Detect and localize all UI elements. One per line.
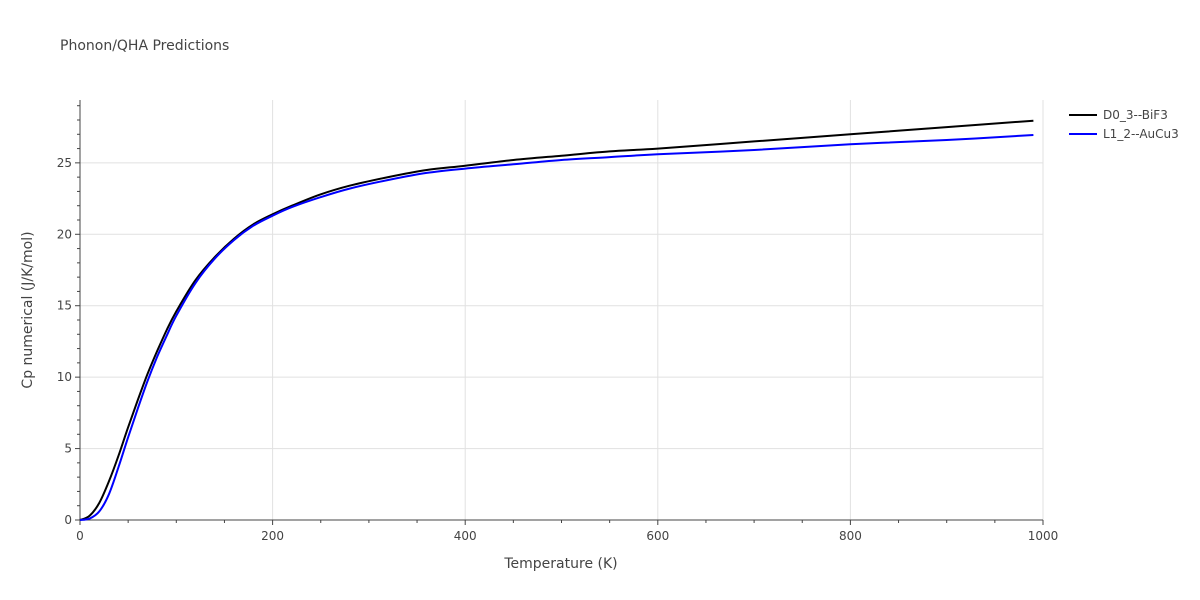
y-tick-label: 25 bbox=[57, 156, 72, 170]
x-tick-label: 200 bbox=[261, 529, 284, 543]
legend-label-1: D0_3--BiF3 bbox=[1103, 108, 1168, 122]
chart-title: Phonon/QHA Predictions bbox=[60, 38, 229, 54]
plot-area bbox=[79, 119, 1034, 521]
y-tick-label: 20 bbox=[57, 227, 72, 241]
y-tick-label: 15 bbox=[57, 299, 72, 313]
y-tick-label: 0 bbox=[64, 513, 72, 527]
x-tick-label: 600 bbox=[646, 529, 669, 543]
series-line-2 bbox=[79, 134, 1034, 521]
tick-labels: 0 200 400 600 800 1000 0 5 10 15 20 25 bbox=[57, 156, 1059, 543]
y-axis-title: Cp numerical (J/K/mol) bbox=[20, 231, 36, 388]
y-tick-label: 10 bbox=[57, 370, 72, 384]
legend-label-2: L1_2--AuCu3 bbox=[1103, 127, 1179, 141]
x-tick-label: 0 bbox=[76, 529, 84, 543]
series-line-1 bbox=[79, 119, 1034, 521]
x-tick-label: 400 bbox=[454, 529, 477, 543]
legend: D0_3--BiF3 L1_2--AuCu3 bbox=[1069, 108, 1179, 141]
x-tick-label: 800 bbox=[839, 529, 862, 543]
grid bbox=[80, 100, 1044, 520]
axes bbox=[75, 100, 1044, 525]
x-axis-title: Temperature (K) bbox=[503, 556, 617, 572]
y-tick-label: 5 bbox=[64, 442, 72, 456]
x-tick-label: 1000 bbox=[1028, 529, 1059, 543]
